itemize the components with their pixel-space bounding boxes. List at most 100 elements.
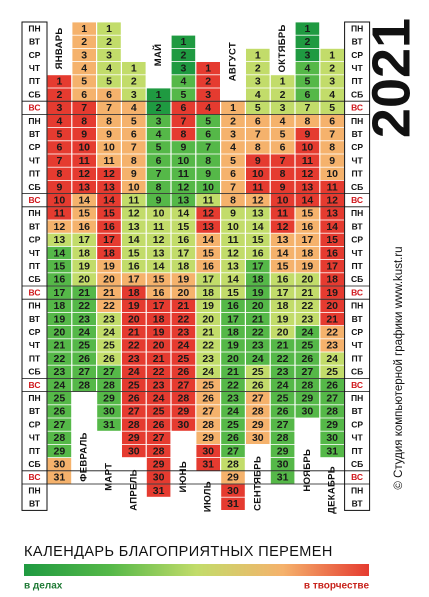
day-number: 15 (252, 234, 264, 246)
day-cell (146, 339, 171, 352)
weekday-label: ВС (351, 472, 363, 482)
day-number: 21 (227, 366, 239, 378)
day-cell (97, 299, 121, 312)
day-cell (196, 233, 220, 246)
day-number: 20 (54, 326, 66, 338)
day-number: 21 (103, 287, 115, 299)
day-number: 15 (227, 287, 239, 299)
day-number: 5 (56, 128, 62, 140)
day-cell (246, 62, 270, 75)
day-cell (97, 273, 121, 286)
day-cell (320, 431, 344, 444)
day-number: 6 (106, 89, 112, 101)
day-cell (196, 114, 220, 128)
day-cell (97, 194, 121, 207)
day-cell (270, 180, 295, 194)
day-cell (72, 114, 96, 128)
day-cell (320, 233, 344, 246)
day-number: 8 (230, 194, 236, 206)
day-cell (270, 392, 295, 405)
day-number: 17 (302, 234, 314, 246)
day-cell (320, 286, 344, 299)
day-number: 14 (128, 234, 140, 246)
day-number: 19 (54, 313, 66, 325)
day-cell (122, 378, 146, 392)
day-cell (72, 101, 96, 114)
day-cell (246, 431, 270, 444)
day-number: 7 (81, 102, 87, 114)
day-cell (171, 114, 196, 128)
day-cell (221, 207, 245, 220)
day-number: 30 (178, 419, 190, 431)
day-number: 29 (103, 392, 115, 404)
day-number: 10 (103, 142, 115, 154)
day-cell (47, 75, 72, 88)
day-cell (47, 101, 72, 114)
day-number: 26 (128, 392, 140, 404)
day-number: 11 (227, 234, 238, 246)
day-cell (171, 154, 196, 167)
day-number: 25 (78, 340, 90, 352)
day-cell (246, 154, 270, 167)
weekday-label: ВС (29, 103, 41, 113)
day-number: 20 (78, 274, 90, 286)
day-cell (97, 35, 121, 48)
day-number: 23 (302, 313, 314, 325)
day-cell (295, 22, 320, 35)
day-cell (97, 378, 121, 392)
weekday-label: ВТ (352, 129, 364, 139)
day-cell (246, 207, 270, 220)
day-cell (246, 88, 270, 101)
day-number: 16 (252, 247, 264, 259)
day-number: 1 (230, 102, 236, 114)
day-cell (221, 418, 245, 431)
day-cell (246, 167, 270, 180)
day-cell (270, 75, 295, 88)
day-cell (246, 378, 270, 392)
day-number: 22 (302, 300, 314, 312)
day-number: 1 (56, 76, 62, 88)
day-cell (72, 88, 96, 101)
weekday-label: ВТ (29, 221, 41, 231)
day-cell (295, 260, 320, 273)
day-number: 27 (252, 392, 264, 404)
day-number: 13 (252, 208, 264, 220)
day-cell (97, 246, 121, 260)
day-number: 4 (156, 128, 162, 140)
day-cell (146, 312, 171, 326)
day-number: 29 (252, 419, 264, 431)
day-cell (171, 48, 196, 62)
day-number: 31 (326, 445, 338, 457)
day-cell (246, 299, 270, 312)
day-cell (72, 22, 96, 35)
day-cell (221, 114, 245, 128)
day-cell (320, 154, 344, 167)
day-cell (171, 128, 196, 141)
day-number: 14 (153, 260, 165, 272)
day-cell (221, 431, 245, 444)
day-cell (72, 141, 96, 154)
day-cell (97, 352, 121, 365)
day-number: 26 (103, 353, 115, 365)
day-number: 2 (280, 89, 286, 101)
day-cell (320, 88, 344, 101)
day-cell (246, 405, 270, 418)
day-number: 16 (277, 274, 289, 286)
day-cell (221, 141, 245, 154)
day-cell (47, 194, 72, 207)
day-number: 27 (128, 406, 140, 418)
day-cell (171, 220, 196, 233)
day-number: 5 (255, 102, 261, 114)
day-cell (146, 141, 171, 154)
day-number: 18 (302, 247, 314, 259)
day-number: 8 (56, 168, 62, 180)
day-cell (72, 326, 96, 339)
day-number: 6 (81, 89, 87, 101)
day-number: 26 (227, 432, 239, 444)
weekday-label: ПН (351, 301, 363, 311)
day-cell (72, 378, 96, 392)
day-cell (97, 405, 121, 418)
day-number: 26 (153, 419, 165, 431)
day-cell (221, 339, 245, 352)
